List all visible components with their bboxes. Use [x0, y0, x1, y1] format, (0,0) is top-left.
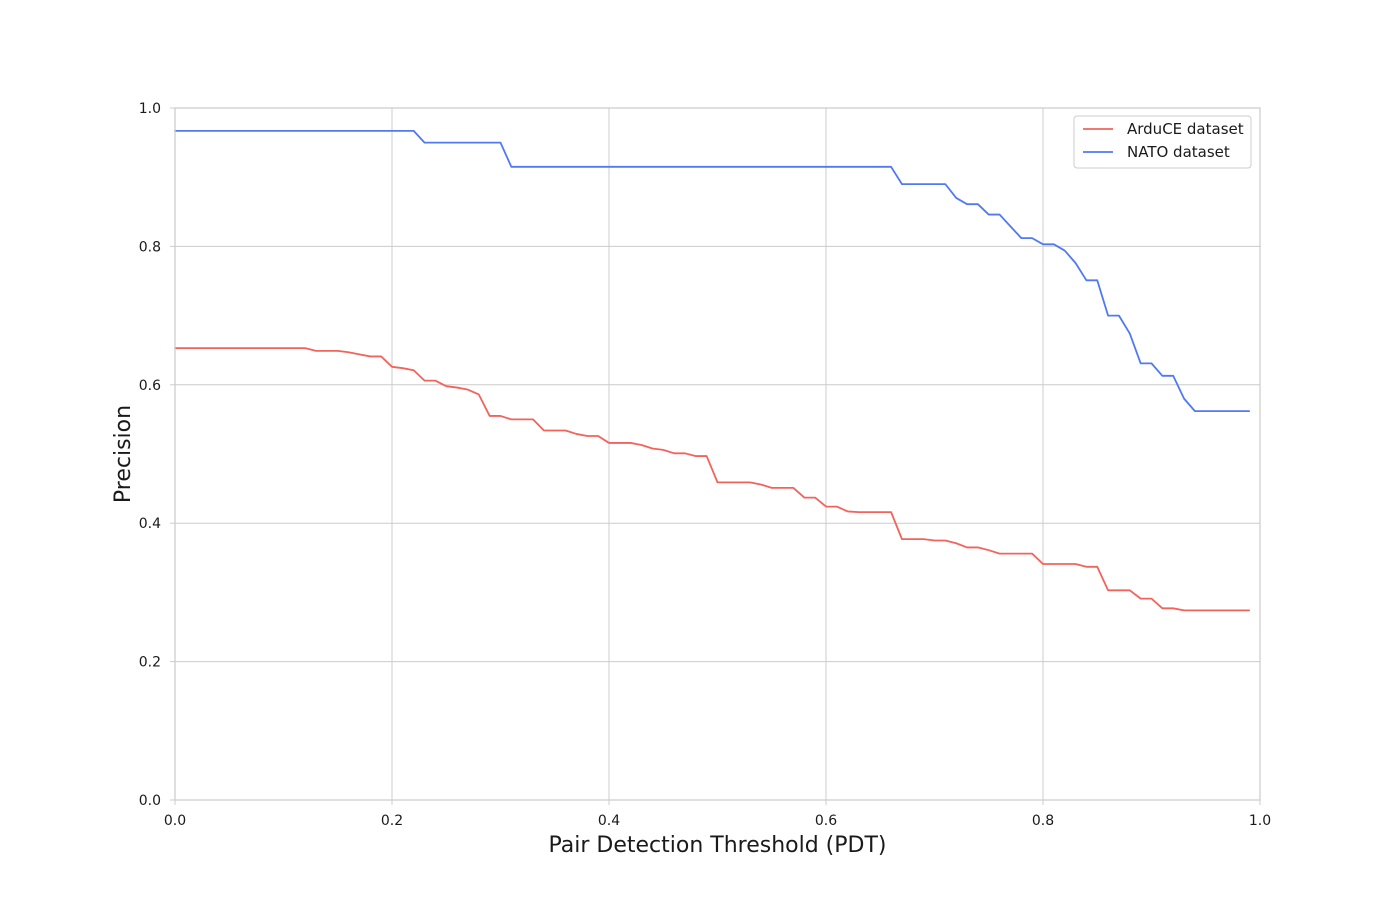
x-axis-title: Pair Detection Threshold (PDT): [548, 833, 886, 858]
y-tick-label: 1.0: [139, 101, 161, 117]
y-axis-title: Precision: [111, 405, 136, 503]
legend: ArduCE dataset NATO dataset: [1073, 115, 1252, 169]
x-tick-label: 0.4: [598, 813, 620, 829]
y-tick-label: 0.8: [139, 239, 161, 255]
x-tick-label: 0.2: [381, 813, 403, 829]
x-tick-label: 1.0: [1249, 813, 1271, 829]
legend-box: [1073, 115, 1252, 169]
x-tick-label: 0.0: [164, 813, 186, 829]
x-tick-label: 0.6: [815, 813, 837, 829]
y-tick-label: 0.0: [139, 793, 161, 809]
y-tick-label: 0.6: [139, 378, 161, 394]
series-line-arduce: [174, 347, 1251, 612]
legend-label-arduce: ArduCE dataset: [1127, 120, 1244, 138]
y-tick-label: 0.4: [139, 516, 161, 532]
tick-labels: 0.0 0.2 0.4 0.6 0.8 1.0 0.0 0.2 0.4 0.6 0.8 1.0: [139, 101, 1271, 829]
grid: [170, 107, 1261, 805]
legend-label-nato: NATO dataset: [1127, 143, 1230, 161]
plot-frame: [174, 107, 1261, 801]
x-tick-label: 0.8: [1032, 813, 1054, 829]
series-line-nato: [174, 129, 1251, 413]
series-lines: [174, 129, 1251, 612]
y-tick-label: 0.2: [139, 655, 161, 671]
